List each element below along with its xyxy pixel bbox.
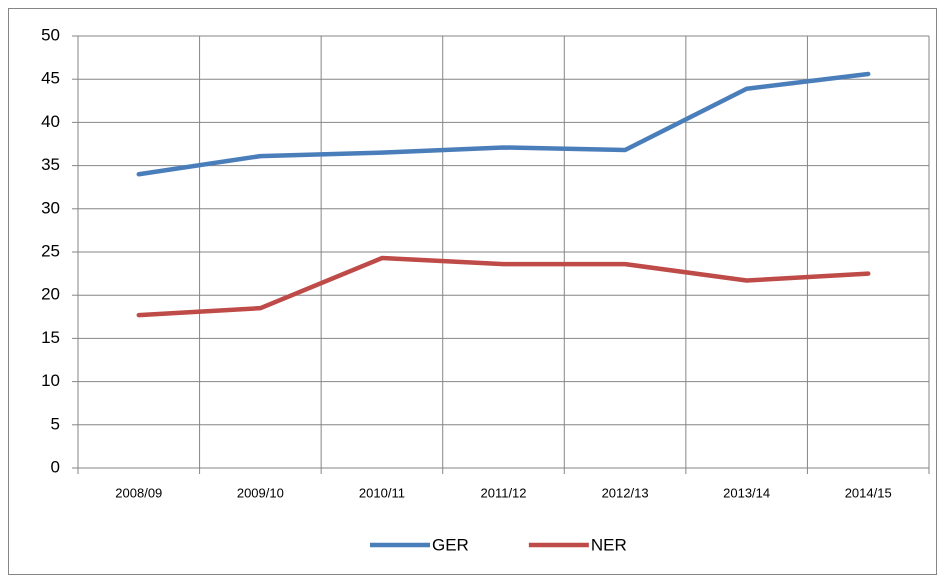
y-tick-label: 0 xyxy=(51,457,60,476)
x-tick-label: 2009/10 xyxy=(237,485,284,500)
x-tick-label: 2008/09 xyxy=(115,485,162,500)
x-tick-label: 2010/11 xyxy=(359,485,405,500)
y-tick-label: 15 xyxy=(41,328,60,347)
y-tick-label: 5 xyxy=(51,414,60,433)
chart-frame xyxy=(8,8,937,575)
x-tick-label: 2011/12 xyxy=(480,485,526,500)
series-line xyxy=(136,71,871,177)
y-tick-label: 50 xyxy=(41,25,60,44)
x-tick-label: 2013/14 xyxy=(723,485,770,500)
legend-label: GER xyxy=(432,535,469,554)
series-line xyxy=(136,255,871,318)
y-tick-label: 30 xyxy=(41,198,60,217)
legend-label: NER xyxy=(591,535,627,554)
y-tick-label: 10 xyxy=(41,371,60,390)
y-tick-label: 45 xyxy=(41,69,60,88)
x-tick-label: 2014/15 xyxy=(845,485,892,500)
y-tick-label: 20 xyxy=(41,285,60,304)
y-tick-label: 35 xyxy=(41,155,60,174)
y-tick-label: 40 xyxy=(41,112,60,131)
y-tick-label: 25 xyxy=(41,241,60,260)
x-tick-label: 2012/13 xyxy=(602,485,649,500)
